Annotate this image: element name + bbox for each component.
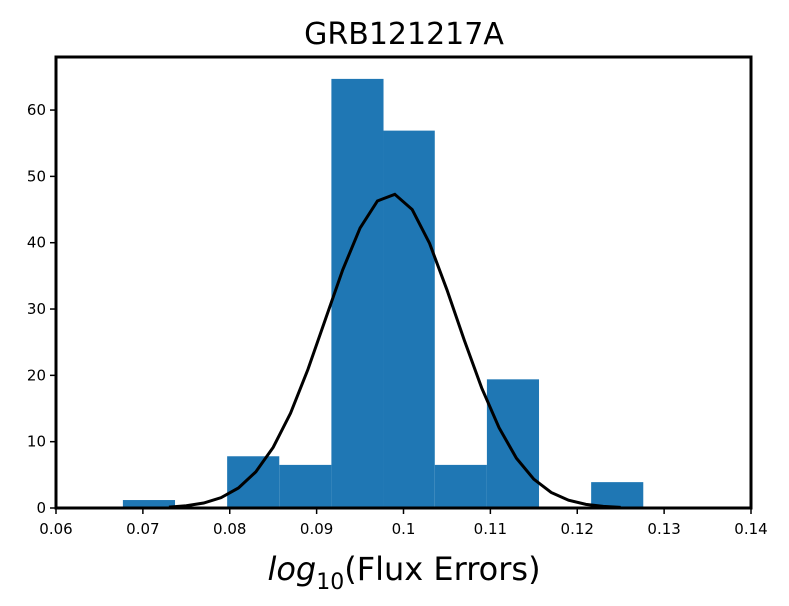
- bar: [486, 379, 540, 508]
- y-tick-label: 60: [27, 101, 46, 119]
- x-label-rest: (Flux Errors): [344, 550, 540, 588]
- x-label-sub: 10: [316, 570, 344, 595]
- bar: [122, 500, 176, 508]
- x-tick-label: 0.08: [213, 520, 246, 538]
- x-tick-label: 0.13: [647, 520, 680, 538]
- y-tick-label: 30: [27, 300, 46, 318]
- x-axis-label: log10(Flux Errors): [267, 550, 540, 595]
- x-tick-label: 0.07: [126, 520, 159, 538]
- x-tick-label: 0.11: [474, 520, 507, 538]
- bar: [227, 456, 280, 508]
- bar: [434, 464, 487, 508]
- x-tick-label: 0.12: [561, 520, 594, 538]
- y-tick-label: 50: [27, 167, 46, 185]
- x-tick-label: 0.09: [300, 520, 333, 538]
- bar: [591, 482, 644, 508]
- x-label-func: log: [267, 550, 316, 588]
- x-tick-label: 0.06: [39, 520, 72, 538]
- y-tick-label: 20: [27, 366, 46, 384]
- plot-frame: [54, 55, 753, 510]
- y-tick-label: 10: [27, 433, 46, 451]
- x-tick-label: 0.14: [734, 520, 767, 538]
- chart-title: GRB121217A: [304, 17, 504, 52]
- bar: [383, 130, 435, 508]
- bar: [331, 78, 384, 508]
- x-tick-label: 0.1: [392, 520, 416, 538]
- y-tick-label: 40: [27, 234, 46, 252]
- bar: [279, 464, 332, 508]
- fit-curve: [168, 192, 621, 509]
- y-tick-label: 0: [36, 499, 46, 517]
